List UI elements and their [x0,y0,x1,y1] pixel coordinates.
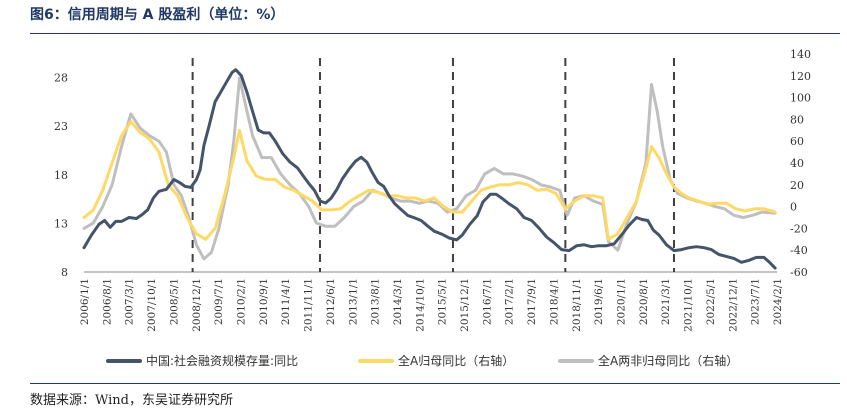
series-line-1 [82,120,777,241]
right-tick-4: 20 [790,179,804,192]
left-tick-3: 23 [54,120,68,133]
x-tick-10: 2011/11/1 [303,278,315,332]
x-tick-20: 2017/9/1 [526,278,538,325]
left-axis-ticks: 8 13 18 23 28 [54,72,68,279]
right-tick-10: 140 [790,48,811,61]
right-tick-1: -40 [790,244,808,257]
right-tick-7: 80 [790,113,804,126]
series-line-2 [82,76,777,261]
cycle-dividers [191,58,675,272]
x-tick-22: 2018/11/1 [571,278,583,332]
x-tick-15: 2014/10/1 [414,278,426,332]
x-tick-14: 2014/3/1 [392,278,404,325]
x-tick-19: 2017/2/1 [504,278,516,325]
x-tick-8: 2010/9/1 [258,278,270,325]
x-tick-16: 2015/5/1 [437,278,449,325]
left-tick-0: 8 [61,266,68,279]
x-tick-27: 2021/10/1 [683,278,695,332]
right-tick-6: 60 [790,135,804,148]
chart-title: 图6：信用周期与 A 股盈利（单位：%） [30,7,285,23]
x-tick-1: 2006/8/1 [101,278,113,325]
footer-divider [30,383,840,384]
x-tick-31: 2024/2/1 [772,278,784,325]
right-tick-2: -20 [790,222,808,235]
x-tick-9: 2011/4/1 [280,278,292,325]
x-tick-3: 2007/10/1 [146,278,158,332]
legend: 中国:社会融资规模存量:同比 全A归母同比（右轴） 全A两非归母同比（右轴） [106,353,738,368]
right-tick-9: 120 [790,70,811,83]
x-tick-30: 2023/7/1 [750,278,762,325]
left-tick-4: 28 [54,72,68,85]
x-tick-23: 2019/6/1 [593,278,605,325]
series-lines [82,68,777,270]
right-tick-3: 0 [790,201,797,214]
x-tick-24: 2020/1/1 [616,278,628,325]
left-tick-2: 18 [54,169,68,182]
x-tick-0: 2006/1/1 [79,278,91,325]
x-tick-21: 2018/4/1 [548,278,560,325]
right-tick-5: 40 [790,157,804,170]
x-tick-26: 2021/3/1 [660,278,672,325]
x-tick-13: 2013/8/1 [370,278,382,325]
x-axis-ticks: 2006/1/1 2006/8/1 2007/3/1 2007/10/1 2008/5/… [79,278,784,332]
x-tick-6: 2009/7/1 [213,278,225,325]
right-tick-8: 100 [790,92,811,105]
right-tick-0: -60 [790,266,808,279]
x-tick-2: 2007/3/1 [124,278,136,325]
title-divider [30,33,840,34]
x-tick-11: 2012/6/1 [325,278,337,325]
x-tick-7: 2010/2/1 [235,278,247,325]
x-tick-5: 2008/12/1 [191,278,203,332]
x-tick-18: 2016/7/1 [481,278,493,325]
left-tick-1: 13 [54,217,68,230]
source-note: 数据来源：Wind，东吴证券研究所 [30,393,233,408]
chart: 8 13 18 23 28 -60 -40 -20 0 20 40 60 80 100 120 140 20… [54,48,811,368]
legend-label-0: 中国:社会融资规模存量:同比 [146,353,298,368]
x-tick-28: 2022/5/1 [705,278,717,325]
series-line-0 [82,68,777,270]
x-tick-4: 2008/5/1 [168,278,180,325]
x-tick-12: 2013/1/1 [347,278,359,325]
legend-label-2: 全A两非归母同比（右轴） [598,353,738,368]
right-axis-ticks: -60 -40 -20 0 20 40 60 80 100 120 140 [790,48,811,279]
x-tick-25: 2020/8/1 [638,278,650,325]
x-tick-29: 2022/12/1 [727,278,739,332]
legend-label-1: 全A归母同比（右轴） [398,353,514,368]
x-tick-17: 2015/12/1 [459,278,471,332]
